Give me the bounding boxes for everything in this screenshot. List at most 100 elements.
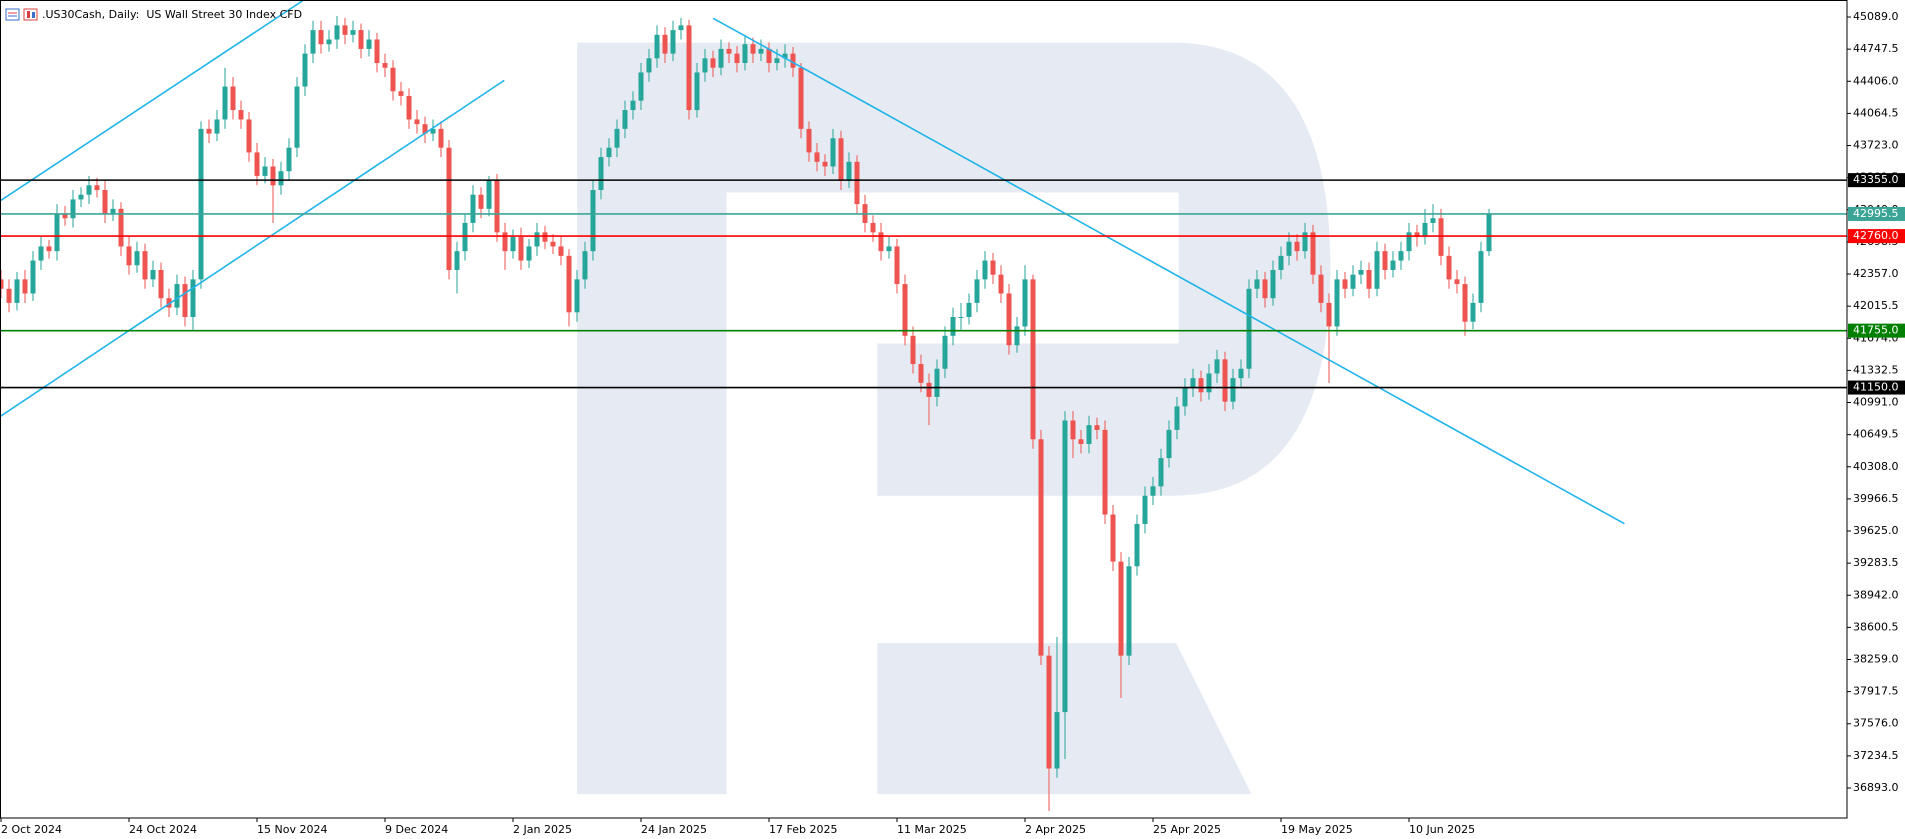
candle-body <box>614 128 620 148</box>
candle-body <box>1214 359 1220 374</box>
candle-body <box>1406 232 1412 252</box>
candle-body <box>1142 495 1148 524</box>
candle-body <box>230 86 236 111</box>
y-tick-label: 39625.0 <box>1853 524 1899 537</box>
candle-body <box>1086 425 1092 444</box>
candle-body <box>310 30 316 54</box>
candle-body <box>6 288 12 303</box>
candle-body <box>374 39 380 64</box>
candle-body <box>1382 251 1388 270</box>
candle-body <box>526 246 532 261</box>
y-tick-label: 37576.0 <box>1853 717 1899 730</box>
candle-body <box>622 110 628 129</box>
candle-body <box>654 34 660 59</box>
candle-body <box>278 171 284 186</box>
candle-body <box>1030 279 1036 440</box>
candle-body <box>102 190 108 214</box>
candle-body <box>390 67 396 92</box>
chart-title: .US30Cash, Daily: US Wall Street 30 Inde… <box>42 8 302 21</box>
candle-body <box>174 284 180 308</box>
candle-body <box>790 53 796 68</box>
candle-body <box>342 25 348 35</box>
candle-body <box>54 213 60 252</box>
candle-body <box>854 161 860 205</box>
candle-body <box>150 269 156 280</box>
candle-body <box>1390 260 1396 270</box>
candle-body <box>1126 566 1132 656</box>
candle-body <box>1182 387 1188 407</box>
candle-body <box>1190 378 1196 388</box>
candle-body <box>1398 251 1404 261</box>
candle-body <box>998 274 1004 294</box>
candle-body <box>918 364 924 383</box>
candle-body <box>118 208 124 247</box>
candle-body <box>1326 302 1332 327</box>
candle-body <box>934 368 940 397</box>
candle-body <box>606 147 612 158</box>
y-tick-label: 39966.5 <box>1853 492 1899 505</box>
candle-body <box>1302 232 1308 252</box>
candle-body <box>1374 251 1380 289</box>
candle-body <box>974 279 980 303</box>
candle-body <box>1422 222 1428 238</box>
candle-body <box>758 48 764 54</box>
candle-body <box>1110 514 1116 562</box>
level-label-box <box>1848 229 1905 244</box>
candle-body <box>510 237 516 252</box>
candle-body <box>1222 359 1228 402</box>
x-tick-label: 2 Apr 2025 <box>1025 823 1086 836</box>
candle-body <box>1198 378 1204 393</box>
candle-body <box>462 222 468 252</box>
candle-body <box>926 382 932 397</box>
candle-body <box>822 161 828 167</box>
y-tick-label: 36893.0 <box>1853 781 1899 794</box>
candle-body <box>1486 214 1492 252</box>
candle-body <box>1158 458 1164 487</box>
candle-body <box>270 166 276 186</box>
candle-body <box>638 72 644 101</box>
x-tick-label: 17 Feb 2025 <box>769 823 837 836</box>
candle-body <box>78 194 84 200</box>
candle-body <box>238 110 244 120</box>
y-tick-label: 44064.5 <box>1853 106 1899 119</box>
candle-body <box>1238 368 1244 379</box>
candle-body <box>814 152 820 162</box>
candle-body <box>262 166 268 176</box>
candle-body <box>350 30 356 35</box>
candle-body <box>1438 218 1444 256</box>
candle-body <box>646 58 652 73</box>
candle-body <box>318 30 324 45</box>
x-tick-label: 10 Jun 2025 <box>1409 823 1475 836</box>
candle-body <box>1278 255 1284 270</box>
candle-body <box>1078 439 1084 444</box>
candle-body <box>70 199 76 219</box>
trend-line <box>0 79 505 418</box>
candle-body <box>1350 274 1356 289</box>
candle-body <box>1478 251 1484 303</box>
candle-body <box>838 138 844 181</box>
candle-body <box>670 30 676 54</box>
candle-body <box>1230 378 1236 402</box>
candle-body <box>494 180 500 233</box>
candle-body <box>1462 284 1468 322</box>
candle-body <box>254 152 260 176</box>
candle-body <box>550 241 556 247</box>
candle-body <box>1150 486 1156 496</box>
candle-body <box>1014 326 1020 346</box>
level-label-box <box>1848 380 1905 395</box>
level-label-box <box>1848 206 1905 221</box>
candle-body <box>430 128 436 134</box>
y-tick-label: 40649.5 <box>1853 428 1899 441</box>
watermark-stem <box>577 42 727 795</box>
candle-body <box>334 25 340 40</box>
y-tick-label: 37234.5 <box>1853 749 1899 762</box>
y-tick-label: 40308.0 <box>1853 460 1899 473</box>
candle-body <box>358 30 364 49</box>
icon <box>5 8 20 21</box>
candle-body <box>1366 269 1372 289</box>
candle-body <box>398 91 404 96</box>
candle-body <box>518 237 524 261</box>
y-tick-label: 42357.0 <box>1853 267 1899 280</box>
candle-body <box>1166 429 1172 459</box>
candle-body <box>1206 373 1212 393</box>
